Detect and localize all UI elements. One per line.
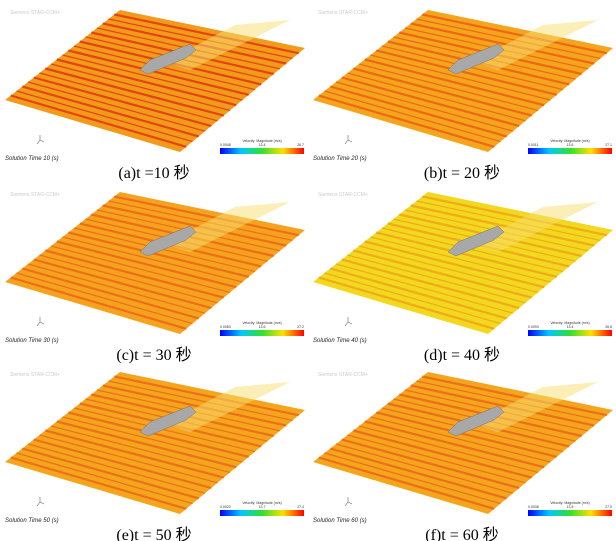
legend-tick-label: 13.6 (567, 143, 574, 147)
panel: Siemens STAR-CCM+Solution Time 10 (s)Vel… (5, 10, 305, 182)
color-bar (528, 330, 612, 336)
legend-tick-label: 27.0 (605, 505, 612, 509)
panel-caption: (c)t = 30 秒 (116, 346, 191, 364)
legend-tick-label: 0.0048 (220, 143, 231, 147)
watermark: Siemens STAR-CCM+ (10, 10, 60, 16)
solution-time: Solution Time 20 (s) (313, 156, 367, 162)
legend-tick-label: 13.6 (259, 325, 266, 329)
solution-time: Solution Time 40 (s) (313, 338, 367, 344)
panel: Siemens STAR-CCM+Solution Time 50 (s)Vel… (5, 372, 305, 541)
legend-tick-label: 27.4 (297, 505, 304, 509)
legend-tick-label: 26.8 (605, 325, 612, 329)
watermark: Siemens STAR-CCM+ (318, 10, 368, 16)
legend-tick-label: 0.0083 (220, 325, 231, 329)
solution-time: Solution Time 30 (s) (5, 338, 59, 344)
solution-time: Solution Time 60 (s) (313, 518, 367, 524)
color-bar (220, 330, 304, 336)
watermark: Siemens STAR-CCM+ (10, 192, 60, 198)
color-bar (220, 510, 304, 516)
axis-triad (37, 135, 44, 144)
panel: Siemens STAR-CCM+Solution Time 40 (s)Vel… (313, 192, 613, 364)
panel-caption: (d)t = 40 秒 (424, 346, 500, 364)
solution-time: Solution Time 10 (s) (5, 156, 59, 162)
color-bar (528, 510, 612, 516)
legend-tick-label: 0.0011 (528, 143, 538, 147)
axis-triad (345, 317, 352, 326)
legend-tick-label: 13.5 (567, 505, 574, 509)
color-bar (220, 148, 304, 154)
panel-caption: (f)t = 60 秒 (425, 526, 498, 541)
axis-triad (37, 317, 44, 326)
legend-tick-label: 27.1 (605, 143, 612, 147)
watermark: Siemens STAR-CCM+ (10, 372, 60, 378)
panel: Siemens STAR-CCM+Solution Time 60 (s)Vel… (313, 372, 613, 541)
legend-tick-label: 0.0038 (528, 505, 539, 509)
legend-tick-label: 26.7 (297, 143, 304, 147)
panel: Siemens STAR-CCM+Solution Time 20 (s)Vel… (313, 10, 613, 182)
legend-tick-label: 13.4 (259, 143, 266, 147)
watermark: Siemens STAR-CCM+ (318, 372, 368, 378)
watermark: Siemens STAR-CCM+ (318, 192, 368, 198)
panel: Siemens STAR-CCM+Solution Time 30 (s)Vel… (5, 192, 305, 364)
axis-triad (345, 497, 352, 506)
legend-tick-label: 13.7 (259, 505, 266, 509)
legend-tick-label: 13.4 (567, 325, 574, 329)
color-bar (528, 148, 612, 154)
axis-triad (345, 135, 352, 144)
axis-triad (37, 497, 44, 506)
legend-tick-label: 0.0020 (220, 505, 231, 509)
legend-tick-label: 0.0093 (528, 325, 539, 329)
legend-tick-label: 27.2 (297, 325, 304, 329)
figure: Siemens STAR-CCM+Solution Time 10 (s)Vel… (0, 0, 616, 541)
panel-caption: (a)t =10 秒 (118, 164, 189, 182)
panel-caption: (b)t = 20 秒 (424, 164, 500, 182)
panel-caption: (e)t = 50 秒 (116, 526, 191, 541)
solution-time: Solution Time 50 (s) (5, 518, 59, 524)
